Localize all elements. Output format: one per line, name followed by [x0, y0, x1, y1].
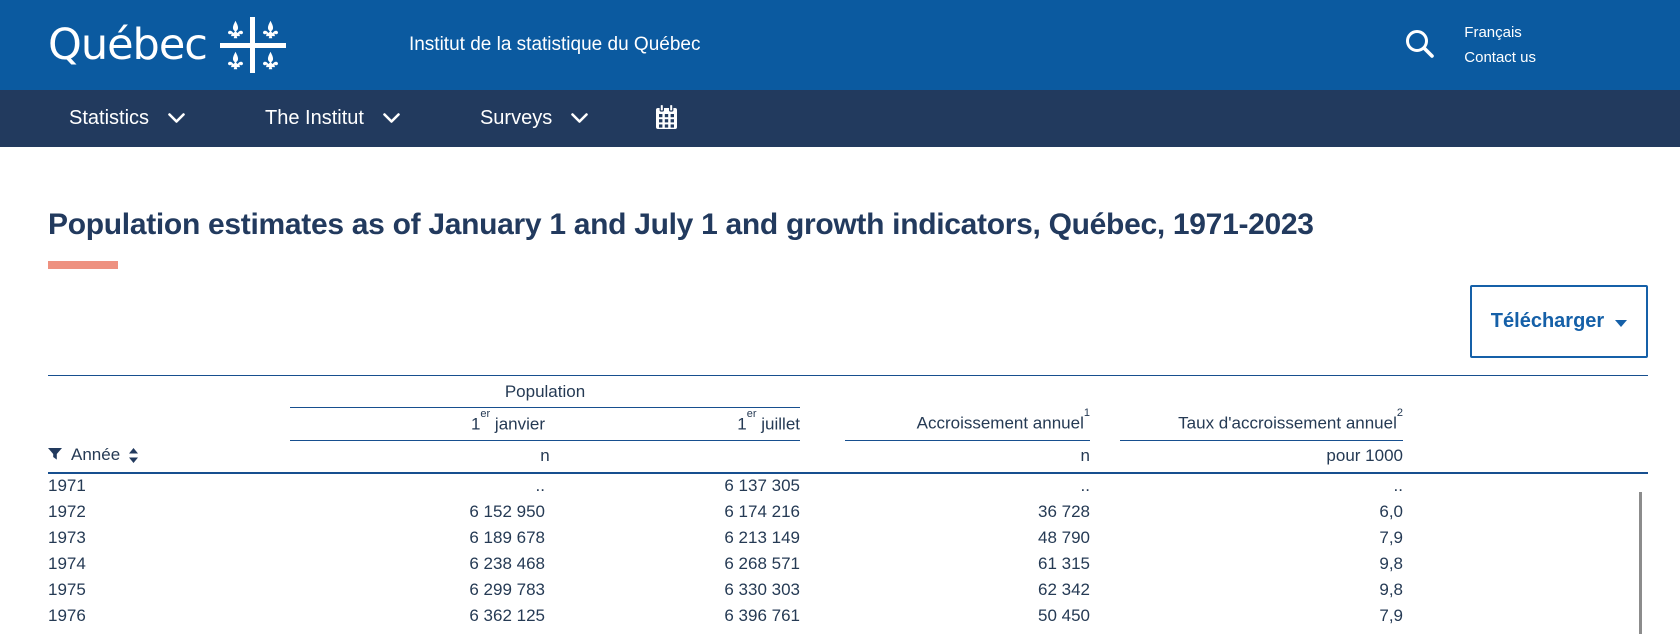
- site-header: Québec Institut de la statistique du Qué…: [0, 0, 1680, 90]
- table-units-row: Année n n pour 1000: [48, 440, 1648, 474]
- cell-annual-growth: 62 342: [1038, 579, 1090, 599]
- table-row: 1975 6 299 783 6 330 303 62 342 9,8: [48, 577, 1648, 603]
- cell-annual-growth: 36 728: [1038, 501, 1090, 521]
- cell-january-population: 6 362 125: [469, 605, 545, 625]
- column-header-annual-growth-rate: Taux d'accroissement annuel2: [1120, 407, 1403, 441]
- download-button[interactable]: Télécharger: [1470, 285, 1648, 358]
- table-row: 1976 6 362 125 6 396 761 50 450 7,9: [48, 603, 1648, 629]
- cell-growth-rate: 7,9: [1379, 605, 1403, 625]
- cell-annual-growth: ..: [1080, 476, 1090, 495]
- cell-year: 1976: [48, 605, 86, 625]
- population-table: Population 1er janvier 1er juillet Accro…: [48, 375, 1648, 629]
- nav-item-the-institut[interactable]: The Institut: [265, 107, 400, 130]
- cell-january-population: 6 189 678: [469, 527, 545, 547]
- unit-growth: n: [845, 440, 1090, 474]
- cell-annual-growth: 61 315: [1038, 553, 1090, 573]
- table-row: 1973 6 189 678 6 213 149 48 790 7,9: [48, 525, 1648, 551]
- cell-july-population: 6 174 216: [724, 501, 800, 521]
- quebec-flag-icon: [219, 17, 286, 73]
- cell-year: 1975: [48, 579, 86, 599]
- caret-down-icon: [1615, 319, 1628, 327]
- language-toggle-link[interactable]: Français: [1464, 24, 1522, 41]
- chevron-down-icon: [168, 107, 185, 130]
- cell-january-population: 6 152 950: [469, 501, 545, 521]
- cell-july-population: 6 268 571: [724, 553, 800, 573]
- cell-january-population: ..: [535, 476, 545, 495]
- group-header-population: Population: [290, 375, 800, 408]
- search-button[interactable]: [1402, 27, 1438, 63]
- chevron-down-icon: [571, 107, 589, 130]
- unit-population: n: [290, 440, 800, 474]
- table-vertical-scrollbar[interactable]: [1639, 492, 1642, 634]
- chevron-down-icon: [383, 107, 400, 130]
- cell-annual-growth: 50 450: [1038, 605, 1090, 625]
- contact-us-link[interactable]: Contact us: [1464, 49, 1536, 66]
- table-row: 1972 6 152 950 6 174 216 36 728 6,0: [48, 499, 1648, 525]
- sort-arrows-icon[interactable]: [129, 447, 139, 463]
- cell-annual-growth: 48 790: [1038, 527, 1090, 547]
- cell-growth-rate: 7,9: [1379, 527, 1403, 547]
- column-header-july: 1er juillet: [545, 407, 800, 441]
- column-header-annual-growth: Accroissement annuel1: [845, 407, 1090, 441]
- cell-january-population: 6 299 783: [469, 579, 545, 599]
- unit-rate: pour 1000: [1120, 440, 1403, 474]
- cell-year: 1972: [48, 501, 86, 521]
- quebec-wordmark: Québec: [48, 19, 208, 70]
- table-body: 1971 .. 6 137 305 .. .. 1972 6 152 950 6…: [48, 473, 1648, 629]
- cell-growth-rate: 9,8: [1379, 579, 1403, 599]
- cell-july-population: 6 213 149: [724, 527, 800, 547]
- year-column-label: Année: [71, 445, 121, 464]
- main-content: Population estimates as of January 1 and…: [0, 207, 1680, 629]
- cell-year: 1973: [48, 527, 86, 547]
- year-column-header[interactable]: Année: [48, 445, 139, 465]
- title-accent-bar: [48, 261, 118, 269]
- cell-july-population: 6 137 305: [724, 476, 800, 495]
- cell-year: 1971: [48, 476, 86, 495]
- download-button-label: Télécharger: [1490, 310, 1605, 332]
- cell-january-population: 6 238 468: [469, 553, 545, 573]
- nav-item-surveys[interactable]: Surveys: [480, 107, 589, 130]
- cell-year: 1974: [48, 553, 86, 573]
- site-name: Institut de la statistique du Québec: [408, 34, 701, 55]
- page-title: Population estimates as of January 1 and…: [48, 208, 1314, 241]
- search-icon: [1403, 27, 1437, 64]
- table-row: 1971 .. 6 137 305 .. ..: [48, 473, 1648, 499]
- calendar-icon: [654, 103, 679, 134]
- nav-item-statistics[interactable]: Statistics: [69, 107, 185, 130]
- calendar-button[interactable]: [654, 103, 679, 134]
- table-group-header-row: Population: [48, 375, 1648, 408]
- table-row: 1974 6 238 468 6 268 571 61 315 9,8: [48, 551, 1648, 577]
- cell-july-population: 6 396 761: [724, 605, 800, 625]
- filter-funnel-icon[interactable]: [48, 448, 62, 462]
- cell-july-population: 6 330 303: [724, 579, 800, 599]
- cell-growth-rate: ..: [1393, 476, 1403, 495]
- quebec-logo[interactable]: Québec: [48, 17, 286, 73]
- column-header-january: 1er janvier: [290, 407, 545, 441]
- cell-growth-rate: 6,0: [1379, 501, 1403, 521]
- cell-growth-rate: 9,8: [1379, 553, 1403, 573]
- table-column-header-row: 1er janvier 1er juillet Accroissement an…: [48, 407, 1648, 441]
- main-nav: Statistics The Institut Surveys: [0, 90, 1680, 147]
